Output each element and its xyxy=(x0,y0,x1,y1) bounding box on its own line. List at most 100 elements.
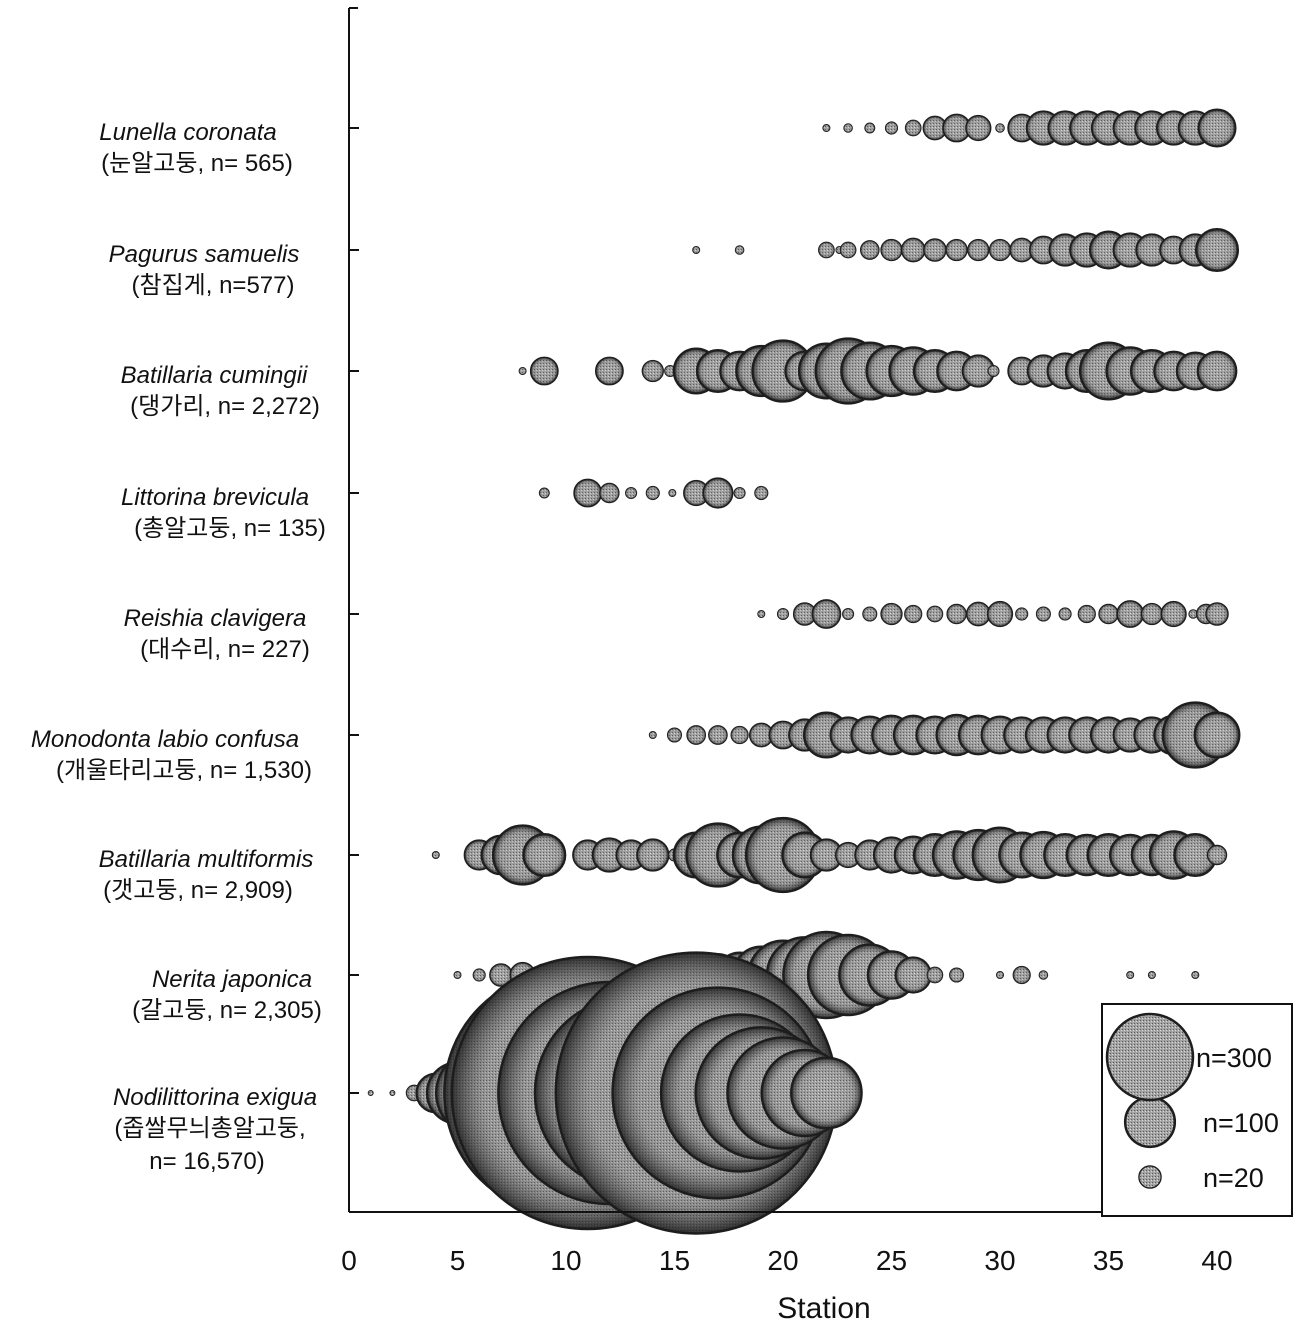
species-name-4: Reishia clavigera xyxy=(124,605,307,632)
species-labels: Lunella coronata (눈알고둥, n= 565) Pagurus sa… xyxy=(31,119,326,1175)
bubble-7-2-shading xyxy=(489,963,513,987)
bubble-4-3-shading xyxy=(812,599,841,629)
bubble-2-3-shading xyxy=(642,360,664,382)
bubble-5-1-shading xyxy=(667,727,682,743)
bubble-5-3-shading xyxy=(708,725,728,745)
x-tick-label-20: 20 xyxy=(767,1245,798,1276)
bubble-7-23-shading xyxy=(949,967,964,983)
axes-layer: 0 5 10 15 20 25 30 35 40 Station xyxy=(341,7,1290,1325)
bubble-1-0-shading xyxy=(692,246,700,254)
species-name-1: Pagurus samuelis xyxy=(109,241,300,268)
bubble-6-16-shading xyxy=(810,839,843,871)
bubble-5-26-shading xyxy=(1194,712,1240,758)
legend-label-1: n=100 xyxy=(1203,1108,1279,1138)
bubble-7-28-shading xyxy=(1148,971,1156,979)
bubble-4-9-shading xyxy=(946,604,967,624)
bubble-3-5-shading xyxy=(668,489,676,497)
bubble-2-2-shading xyxy=(595,357,623,385)
bubble-1-4-shading xyxy=(840,242,856,258)
species-common-8: (좁쌀무늬총알고둥, xyxy=(114,1115,305,1142)
x-tick-label-5: 5 xyxy=(450,1245,466,1276)
species-common-3: (총알고둥, n= 135) xyxy=(134,515,326,542)
bubble-4-11-shading xyxy=(987,601,1013,627)
legend-label-2: n=20 xyxy=(1203,1163,1264,1193)
bubble-4-8-shading xyxy=(927,606,943,622)
bubble-0-4-shading xyxy=(905,120,922,136)
x-axis-title: Station xyxy=(777,1292,870,1325)
bubble-1-5-shading xyxy=(860,240,880,260)
bubble-7-24-shading xyxy=(996,971,1004,979)
x-tick-label-15: 15 xyxy=(659,1245,690,1276)
x-tick-label-25: 25 xyxy=(876,1245,907,1276)
bubble-3-9-shading xyxy=(754,486,768,500)
bubble-5-5-shading xyxy=(749,723,773,747)
bubble-2-18-shading xyxy=(962,355,995,387)
bubble-2-29-shading xyxy=(1197,351,1237,391)
bubble-3-8-shading xyxy=(734,487,746,499)
legend-bubble-1 xyxy=(1123,1095,1177,1149)
bubble-5-4-shading xyxy=(731,726,749,744)
bubble-7-29-shading xyxy=(1191,971,1199,979)
bubble-4-22-shading xyxy=(1205,602,1229,626)
bubble-7-0-shading xyxy=(453,971,462,979)
legend: n=300 n=100 n=20 xyxy=(1101,1003,1293,1217)
bubble-1-6-shading xyxy=(880,239,903,261)
bubble-6-33-shading xyxy=(1174,834,1217,876)
bubble-4-18-shading xyxy=(1141,603,1163,625)
bubble-3-3-shading xyxy=(625,487,637,499)
species-name-7: Nerita japonica xyxy=(152,966,312,993)
bubble-4-17-shading xyxy=(1117,600,1144,628)
bubble-4-19-shading xyxy=(1161,601,1187,627)
species-name-8: Nodilittorina exigua xyxy=(113,1084,317,1111)
legend-bubble-0 xyxy=(1105,1012,1195,1102)
bubbles-layer xyxy=(367,108,1241,1235)
bubble-0-6-shading xyxy=(943,114,971,142)
bubble-3-0-shading xyxy=(539,488,550,498)
bubble-4-0-shading xyxy=(757,610,765,618)
bubble-0-0-shading xyxy=(822,124,830,132)
species-common-0: (눈알고둥, n= 565) xyxy=(101,150,293,177)
bubble-0-8-shading xyxy=(995,123,1005,133)
species-name-5: Monodonta labio confusa xyxy=(31,726,299,753)
bubble-1-8-shading xyxy=(923,238,947,262)
bubble-3-6-shading xyxy=(683,480,709,506)
bubble-1-7-shading xyxy=(901,238,925,262)
bubble-1-18-shading xyxy=(1136,234,1168,266)
bubble-1-21-shading xyxy=(1196,229,1238,271)
bubble-2-1-shading xyxy=(530,357,558,385)
bubble-4-10-shading xyxy=(966,602,990,626)
bubble-6-8-shading xyxy=(637,839,669,871)
bubble-1-10-shading xyxy=(967,239,989,261)
bubble-7-25-shading xyxy=(1013,966,1031,984)
bubble-0-5-shading xyxy=(923,116,947,140)
bubble-7-26-shading xyxy=(1039,970,1048,980)
bubble-1-2-shading xyxy=(818,242,835,258)
bubble-2-0-shading xyxy=(519,367,527,375)
bubble-1-9-shading xyxy=(946,239,968,261)
bubble-1-11-shading xyxy=(989,239,1011,261)
bubble-0-7-shading xyxy=(965,115,991,141)
bubble-7-1-shading xyxy=(473,968,486,982)
bubble-8-0 xyxy=(367,1090,374,1096)
bubble-0-3-shading xyxy=(885,121,898,135)
species-common-6: (갯고둥, n= 2,909) xyxy=(103,877,293,904)
x-tick-label-40: 40 xyxy=(1201,1245,1232,1276)
species-name-2: Batillaria cumingii xyxy=(121,362,308,389)
bubble-4-14-shading xyxy=(1059,607,1072,621)
x-tick-label-10: 10 xyxy=(550,1245,581,1276)
bubble-5-0-shading xyxy=(649,731,657,739)
species-common-2: (댕가리, n= 2,272) xyxy=(130,393,320,420)
bubble-4-15-shading xyxy=(1078,605,1096,623)
species-name-3: Littorina brevicula xyxy=(121,484,309,511)
bubble-4-12-shading xyxy=(1015,607,1028,621)
bubble-6-34-shading xyxy=(1207,845,1227,865)
legend-bubble-2 xyxy=(1138,1165,1162,1189)
bubble-0-18-shading xyxy=(1198,109,1236,147)
x-tick-label-0: 0 xyxy=(341,1245,357,1276)
bubble-4-2-shading xyxy=(793,602,816,626)
species-common-5: (개울타리고둥, n= 1,530) xyxy=(56,757,312,784)
bubble-4-13-shading xyxy=(1036,606,1051,622)
bubble-7-27-shading xyxy=(1126,971,1134,979)
bubble-7-21-shading xyxy=(895,957,931,993)
bubble-1-12-shading xyxy=(1010,238,1034,262)
